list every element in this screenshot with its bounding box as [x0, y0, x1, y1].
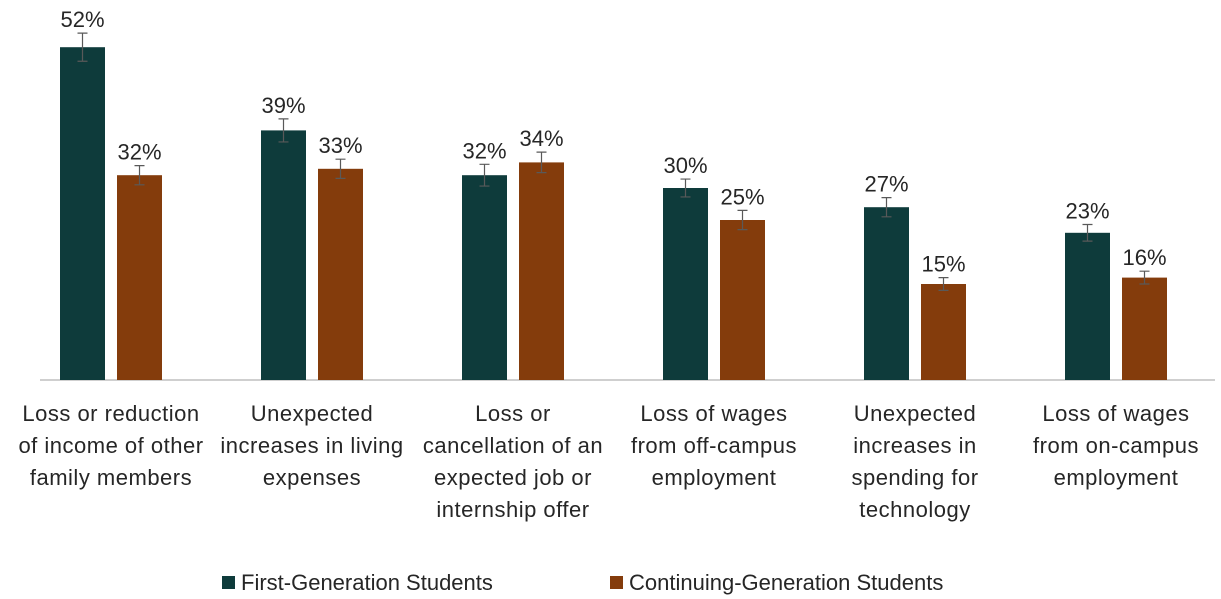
- x-tick-label: Unexpected increases in living expenses: [220, 401, 404, 490]
- legend-label: First-Generation Students: [241, 570, 493, 595]
- data-label: 32%: [117, 140, 161, 165]
- error-bar: [335, 158, 346, 179]
- data-label: 52%: [60, 7, 104, 32]
- bar: [663, 188, 708, 380]
- data-label: 27%: [864, 172, 908, 197]
- bar: [462, 175, 507, 380]
- bar: [117, 175, 162, 380]
- bar: [921, 284, 966, 380]
- data-label: 15%: [921, 252, 965, 277]
- error-bar: [77, 32, 88, 62]
- x-tick-label: Unexpected increases in spending for tec…: [851, 401, 979, 522]
- bar: [1122, 277, 1167, 380]
- data-label: 30%: [663, 153, 707, 178]
- error-bar: [938, 277, 949, 291]
- legend-swatch: [222, 576, 235, 589]
- error-bar: [737, 209, 748, 231]
- bar: [519, 162, 564, 380]
- data-label: 16%: [1122, 245, 1166, 270]
- x-tick-label: Loss of wages from off-campus employment: [630, 401, 798, 490]
- legend-swatch: [610, 576, 623, 589]
- data-label: 25%: [720, 184, 764, 209]
- x-tick-label: Loss or reduction of income of other fam…: [18, 401, 204, 490]
- x-tick-label: Loss or cancellation of an expected job …: [422, 401, 604, 522]
- data-label: 33%: [318, 133, 362, 158]
- legend-label: Continuing-Generation Students: [629, 570, 943, 595]
- error-bar: [479, 163, 490, 187]
- error-bar: [881, 197, 892, 218]
- bar: [60, 47, 105, 380]
- x-tick-label: Loss of wages from on-campus employment: [1033, 401, 1199, 490]
- data-label: 39%: [261, 93, 305, 118]
- error-bar: [1139, 270, 1150, 285]
- data-label: 23%: [1065, 198, 1109, 223]
- error-bar: [1082, 223, 1093, 242]
- data-label: 32%: [462, 138, 506, 163]
- data-label: 34%: [519, 126, 563, 151]
- bar: [261, 130, 306, 380]
- bar: [720, 220, 765, 380]
- bar: [864, 207, 909, 380]
- error-bar: [536, 151, 547, 174]
- bar: [318, 168, 363, 380]
- error-bar: [680, 178, 691, 198]
- error-bar: [134, 165, 145, 186]
- bar: [1065, 232, 1110, 380]
- error-bar: [278, 118, 289, 143]
